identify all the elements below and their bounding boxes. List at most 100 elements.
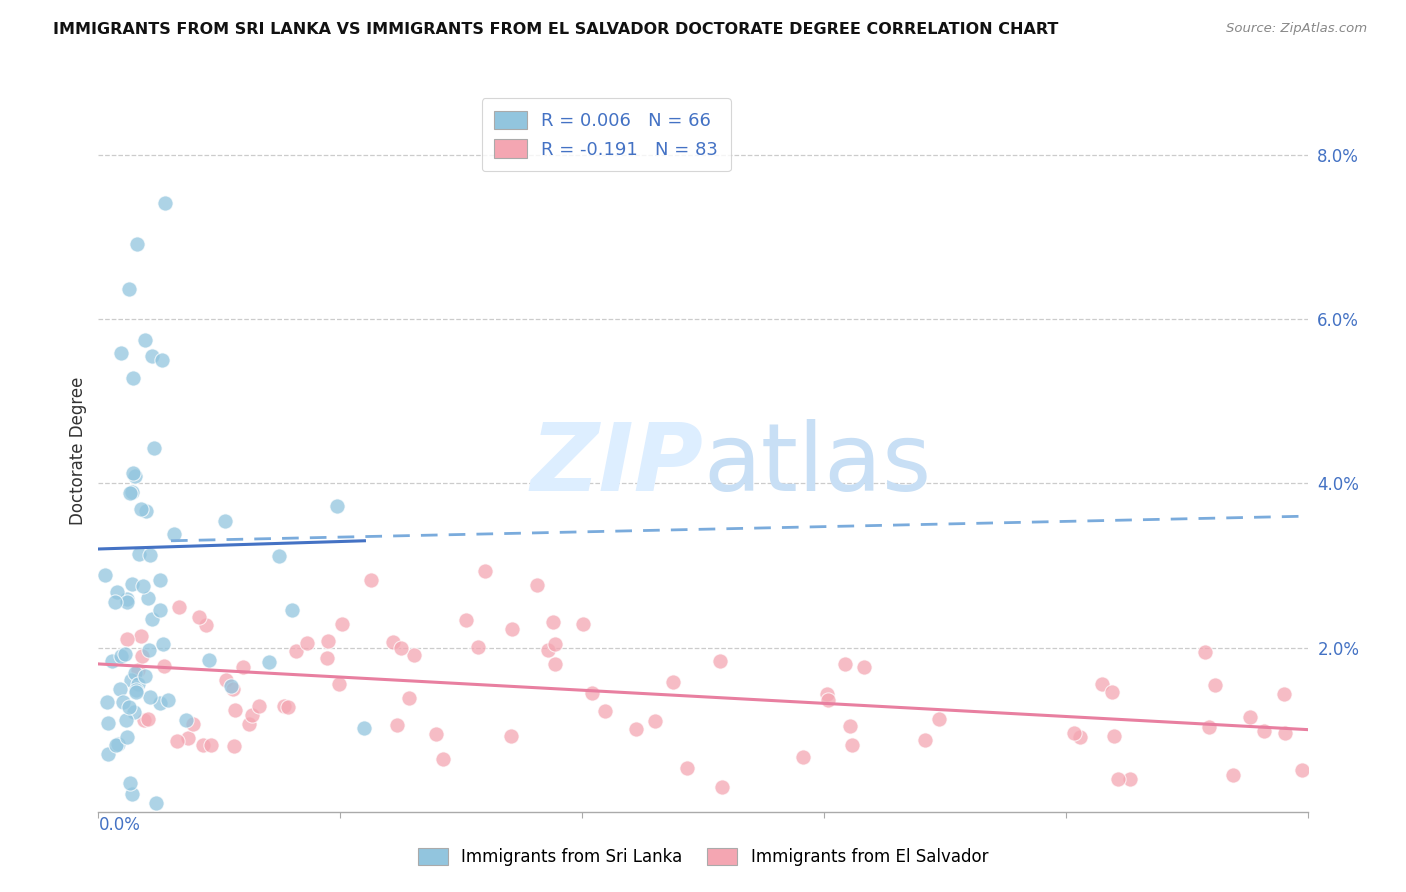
Point (120, 673, 142, 688)
Point (1119, 772, 1142, 786)
Point (198, 653, 221, 667)
Point (118, 700, 141, 714)
Point (815, 687, 838, 701)
Point (328, 677, 350, 691)
Point (200, 739, 222, 753)
Point (110, 648, 132, 663)
Point (644, 714, 666, 728)
Point (281, 603, 304, 617)
Point (626, 722, 648, 736)
Point (330, 616, 353, 631)
Point (353, 722, 375, 736)
Point (150, 352, 173, 367)
Point (432, 751, 454, 765)
Point (215, 673, 238, 687)
Point (1274, 726, 1296, 740)
Point (499, 729, 522, 743)
Point (127, 236, 149, 251)
Point (316, 651, 339, 665)
Point (139, 690, 162, 705)
Point (1204, 678, 1226, 692)
Point (572, 616, 595, 631)
Point (839, 718, 862, 732)
Point (115, 595, 138, 609)
Point (149, 574, 172, 588)
Point (710, 780, 733, 794)
Point (1091, 677, 1114, 691)
Point (96, 695, 118, 709)
Point (402, 648, 425, 662)
Point (177, 731, 200, 746)
Point (100, 655, 122, 669)
Point (128, 547, 150, 561)
Legend: R = 0.006   N = 66, R = -0.191   N = 83: R = 0.006 N = 66, R = -0.191 N = 83 (482, 98, 731, 171)
Point (142, 442, 165, 456)
Point (127, 677, 149, 691)
Point (222, 739, 245, 753)
Point (474, 565, 496, 579)
Point (121, 577, 143, 591)
Text: atlas: atlas (703, 419, 931, 511)
Legend: Immigrants from Sri Lanka, Immigrants from El Salvador: Immigrants from Sri Lanka, Immigrants fr… (411, 841, 995, 873)
Point (138, 591, 160, 606)
Text: ZIP: ZIP (530, 419, 703, 511)
Point (104, 595, 127, 609)
Point (118, 282, 141, 296)
Point (129, 630, 152, 644)
Point (526, 578, 548, 592)
Point (219, 679, 242, 693)
Point (134, 333, 156, 347)
Point (157, 693, 180, 707)
Point (122, 371, 145, 385)
Point (425, 727, 447, 741)
Point (125, 683, 148, 698)
Point (152, 637, 174, 651)
Point (914, 733, 936, 747)
Point (792, 750, 814, 764)
Point (544, 637, 567, 651)
Point (1069, 730, 1091, 744)
Point (121, 466, 143, 480)
Point (537, 643, 560, 657)
Point (841, 738, 863, 752)
Point (675, 761, 697, 775)
Point (544, 657, 567, 672)
Point (834, 657, 856, 671)
Point (247, 699, 270, 714)
Point (153, 195, 176, 210)
Point (127, 664, 149, 678)
Point (1291, 764, 1313, 778)
Point (115, 730, 138, 744)
Point (136, 712, 159, 726)
Point (467, 640, 489, 654)
Point (581, 686, 603, 700)
Point (277, 700, 299, 714)
Point (1107, 772, 1129, 786)
Text: IMMIGRANTS FROM SRI LANKA VS IMMIGRANTS FROM EL SALVADOR DOCTORATE DEGREE CORREL: IMMIGRANTS FROM SRI LANKA VS IMMIGRANTS … (53, 22, 1059, 37)
Point (105, 585, 128, 599)
Point (108, 681, 131, 696)
Point (224, 703, 246, 717)
Point (141, 612, 163, 626)
Point (382, 634, 405, 648)
Point (97, 747, 120, 761)
Point (125, 685, 148, 699)
Point (111, 695, 134, 709)
Point (257, 655, 280, 669)
Point (385, 718, 408, 732)
Point (117, 632, 139, 647)
Point (94, 568, 117, 582)
Point (501, 622, 523, 636)
Point (174, 713, 197, 727)
Point (1239, 710, 1261, 724)
Point (115, 713, 138, 727)
Point (709, 654, 731, 668)
Point (1253, 724, 1275, 739)
Point (141, 349, 163, 363)
Point (360, 573, 382, 587)
Text: Source: ZipAtlas.com: Source: ZipAtlas.com (1226, 22, 1367, 36)
Point (139, 548, 162, 562)
Point (134, 669, 156, 683)
Point (1198, 720, 1220, 734)
Point (295, 635, 318, 649)
